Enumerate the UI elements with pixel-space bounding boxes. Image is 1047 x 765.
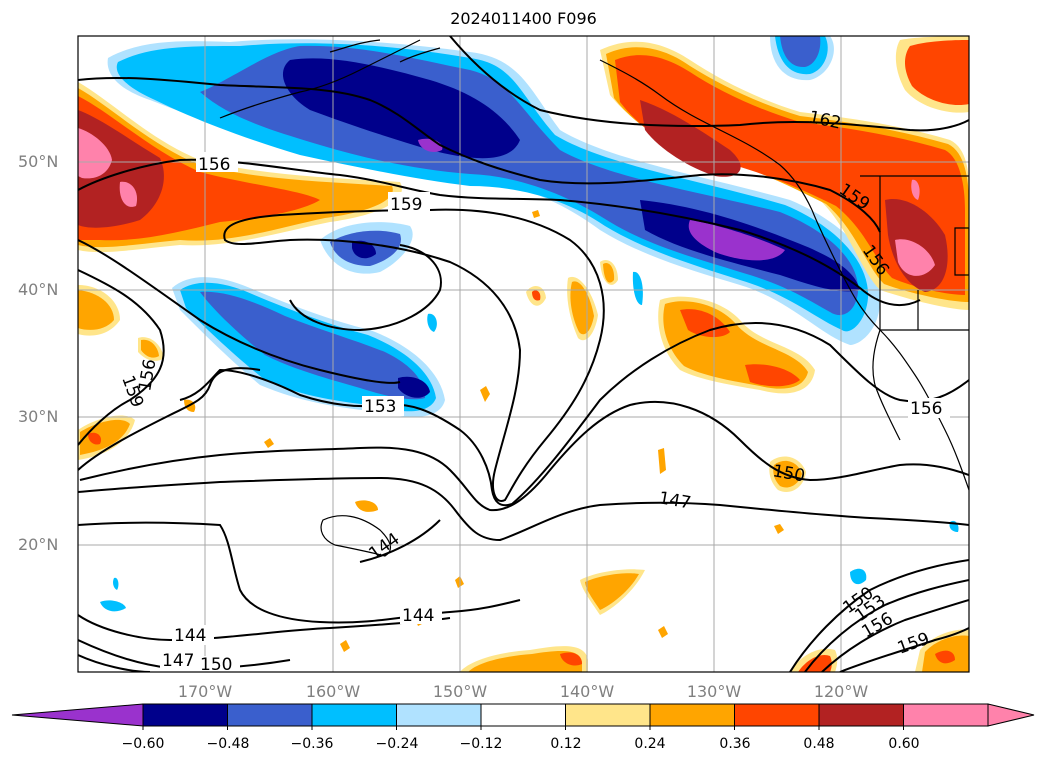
anomaly-region — [355, 500, 378, 512]
colorbar-tick-label: 0.12 — [550, 736, 582, 752]
anomaly-region — [560, 652, 582, 666]
anomaly-region — [88, 432, 102, 445]
colorbar-extend-high — [987, 703, 1035, 727]
anomaly-region — [585, 573, 639, 610]
anomaly-region — [78, 290, 114, 330]
anomaly-region — [780, 36, 821, 68]
anomaly-region — [904, 40, 969, 106]
colorbar-swatch — [734, 703, 820, 727]
contour-label: 153 — [364, 397, 396, 417]
anomaly-region — [480, 386, 490, 402]
height-contours — [78, 36, 969, 672]
anomaly-region — [658, 448, 666, 474]
lon-label: 130°W — [686, 682, 742, 701]
colorbar-tick-label: −0.48 — [206, 736, 250, 752]
anomaly-region — [935, 650, 955, 664]
anomaly-region — [658, 626, 668, 638]
anomaly-region — [688, 220, 785, 261]
anomaly-region — [100, 600, 126, 612]
anomaly-region — [603, 262, 615, 283]
anomaly-region — [532, 210, 540, 218]
negative-anomaly-fields — [100, 36, 959, 612]
anomaly-region — [113, 577, 119, 590]
colorbar-tick-label: 0.36 — [719, 736, 751, 752]
colorbar-extend-low — [11, 703, 144, 727]
contour-label: 150 — [200, 655, 232, 675]
coastlines — [219, 39, 969, 557]
contour-label: 144 — [402, 606, 434, 626]
colorbar-tick-label: −0.36 — [290, 736, 334, 752]
colorbar-swatch — [227, 703, 313, 727]
colorbar — [11, 703, 1035, 730]
anomaly-region — [352, 240, 376, 259]
anomaly-region — [282, 58, 520, 159]
contour-label: 147 — [657, 488, 692, 513]
lat-label: 50°N — [18, 152, 59, 171]
colorbar-swatch — [649, 703, 735, 727]
colorbar-swatch — [396, 703, 482, 727]
colorbar-swatch — [480, 703, 566, 727]
anomaly-region — [680, 309, 730, 338]
colorbar-tick-label: −0.60 — [121, 736, 165, 752]
contour-label: 144 — [174, 626, 206, 646]
map-frame — [77, 35, 970, 673]
anomaly-region — [398, 376, 430, 398]
anomaly-region — [774, 524, 784, 534]
contour-label: 147 — [162, 651, 194, 671]
anomaly-region — [78, 128, 112, 179]
lon-label: 160°W — [305, 682, 361, 701]
anomaly-region — [570, 281, 594, 335]
anomaly-region — [200, 291, 425, 400]
lon-label: 140°W — [559, 682, 615, 701]
anomaly-region — [745, 364, 800, 387]
anomaly-region — [264, 438, 274, 448]
colorbar-swatch — [311, 703, 397, 727]
contour-label: 159 — [390, 195, 422, 215]
anomaly-region — [141, 339, 159, 358]
colorbar-tick-label: −0.24 — [375, 736, 419, 752]
colorbar-tick-label: 0.60 — [888, 736, 920, 752]
anomaly-region — [532, 290, 541, 301]
lon-label: 170°W — [177, 682, 233, 701]
anomaly-region — [119, 181, 138, 207]
anomaly-region — [850, 568, 867, 585]
anomaly-region — [798, 654, 832, 672]
anomaly-region — [911, 179, 920, 200]
anomaly-region — [632, 271, 643, 305]
lat-label: 30°N — [18, 407, 59, 426]
colorbar-tick-label: 0.48 — [803, 736, 835, 752]
colorbar-tick-label: −0.12 — [459, 736, 503, 752]
colorbar-swatch — [818, 703, 904, 727]
map-title: 2024011400 F096 — [450, 9, 597, 28]
anomaly-region — [78, 110, 164, 228]
colorbar-tick-label: 0.24 — [634, 736, 666, 752]
lat-label: 20°N — [18, 535, 59, 554]
anomaly-region — [895, 239, 935, 276]
anomaly-region — [427, 313, 437, 332]
contour-label: 156 — [910, 399, 942, 419]
lat-label: 40°N — [18, 280, 59, 299]
colorbar-swatch — [565, 703, 651, 727]
anomaly-region — [340, 640, 350, 652]
contour-label: 156 — [198, 155, 230, 175]
lon-label: 150°W — [432, 682, 488, 701]
anomaly-region — [640, 100, 741, 177]
graticule — [78, 36, 969, 672]
anomaly-region — [468, 651, 582, 672]
colorbar-swatch — [142, 703, 228, 727]
colorbar-swatch — [903, 703, 989, 727]
lon-label: 120°W — [813, 682, 869, 701]
